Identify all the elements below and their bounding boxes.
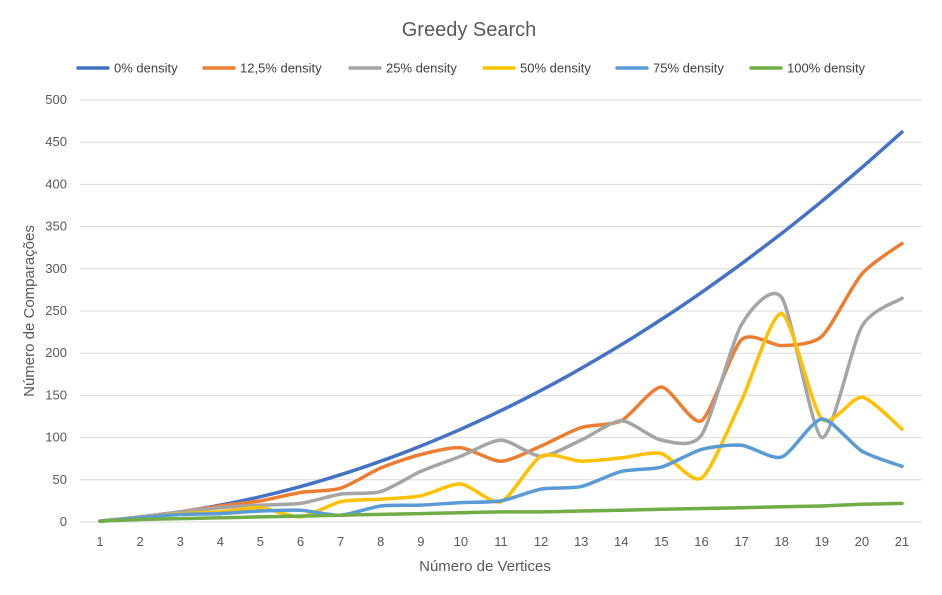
legend-item-12-5-density: 12,5% density [202, 61, 322, 76]
x-tick-label: 17 [734, 534, 748, 549]
series-line-25-density [98, 291, 904, 523]
legend-item-100-density: 100% density [749, 61, 866, 76]
x-tick-label: 7 [337, 534, 344, 549]
x-tick-label: 4 [217, 534, 224, 549]
x-tick-label: 11 [494, 534, 508, 549]
x-tick-label: 9 [417, 534, 424, 549]
x-tick-label: 12 [534, 534, 548, 549]
legend-label: 100% density [787, 61, 866, 76]
legend-label: 25% density [386, 61, 457, 76]
x-tick-label: 3 [177, 534, 184, 549]
x-tick-label: 5 [257, 534, 264, 549]
y-tick-label: 100 [45, 430, 67, 445]
legend-label: 75% density [653, 61, 724, 76]
y-tick-label: 150 [45, 387, 67, 402]
series-line-50-density [98, 311, 904, 523]
x-axis-ticks: 1 2 3 4 5 6 7 8 9 10 11 12 13 14 15 16 17 18 19 20 21 [96, 534, 909, 549]
x-tick-label: 19 [815, 534, 829, 549]
y-tick-label: 0 [60, 514, 67, 529]
x-tick-label: 14 [614, 534, 628, 549]
y-tick-label: 300 [45, 261, 67, 276]
x-tick-label: 8 [377, 534, 384, 549]
series-lines [98, 130, 904, 523]
legend-item-25-density: 25% density [348, 61, 457, 76]
legend-item-0-density: 0% density [76, 61, 178, 76]
x-tick-label: 13 [574, 534, 588, 549]
y-axis-ticks: 0 50 100 150 200 250 300 350 400 450 500 [45, 92, 67, 529]
chart-title: Greedy Search [402, 19, 537, 41]
y-tick-label: 50 [53, 472, 67, 487]
x-tick-label: 1 [96, 534, 103, 549]
legend-label: 12,5% density [240, 61, 322, 76]
y-tick-label: 400 [45, 176, 67, 191]
series-line-100-density [98, 501, 904, 523]
x-tick-label: 20 [855, 534, 869, 549]
legend-label: 0% density [114, 61, 178, 76]
x-tick-label: 15 [654, 534, 668, 549]
y-tick-label: 250 [45, 303, 67, 318]
legend-item-50-density: 50% density [482, 61, 591, 76]
legend: 0% density 12,5% density 25% density 50% de… [76, 61, 866, 76]
legend-item-75-density: 75% density [615, 61, 724, 76]
y-axis-title: Número de Comparações [21, 225, 38, 397]
x-tick-label: 16 [694, 534, 708, 549]
x-tick-label: 21 [895, 534, 909, 549]
series-line-75-density [98, 417, 904, 523]
x-tick-label: 18 [774, 534, 788, 549]
x-tick-label: 2 [137, 534, 144, 549]
y-tick-label: 450 [45, 134, 67, 149]
series-line-12-5-density [98, 241, 904, 523]
legend-label: 50% density [520, 61, 591, 76]
y-tick-label: 200 [45, 345, 67, 360]
x-tick-label: 6 [297, 534, 304, 549]
y-tick-label: 350 [45, 219, 67, 234]
gridlines [80, 99, 922, 481]
y-tick-label: 500 [45, 92, 67, 107]
x-tick-label: 10 [454, 534, 468, 549]
x-axis-title: Número de Vertices [419, 558, 551, 575]
